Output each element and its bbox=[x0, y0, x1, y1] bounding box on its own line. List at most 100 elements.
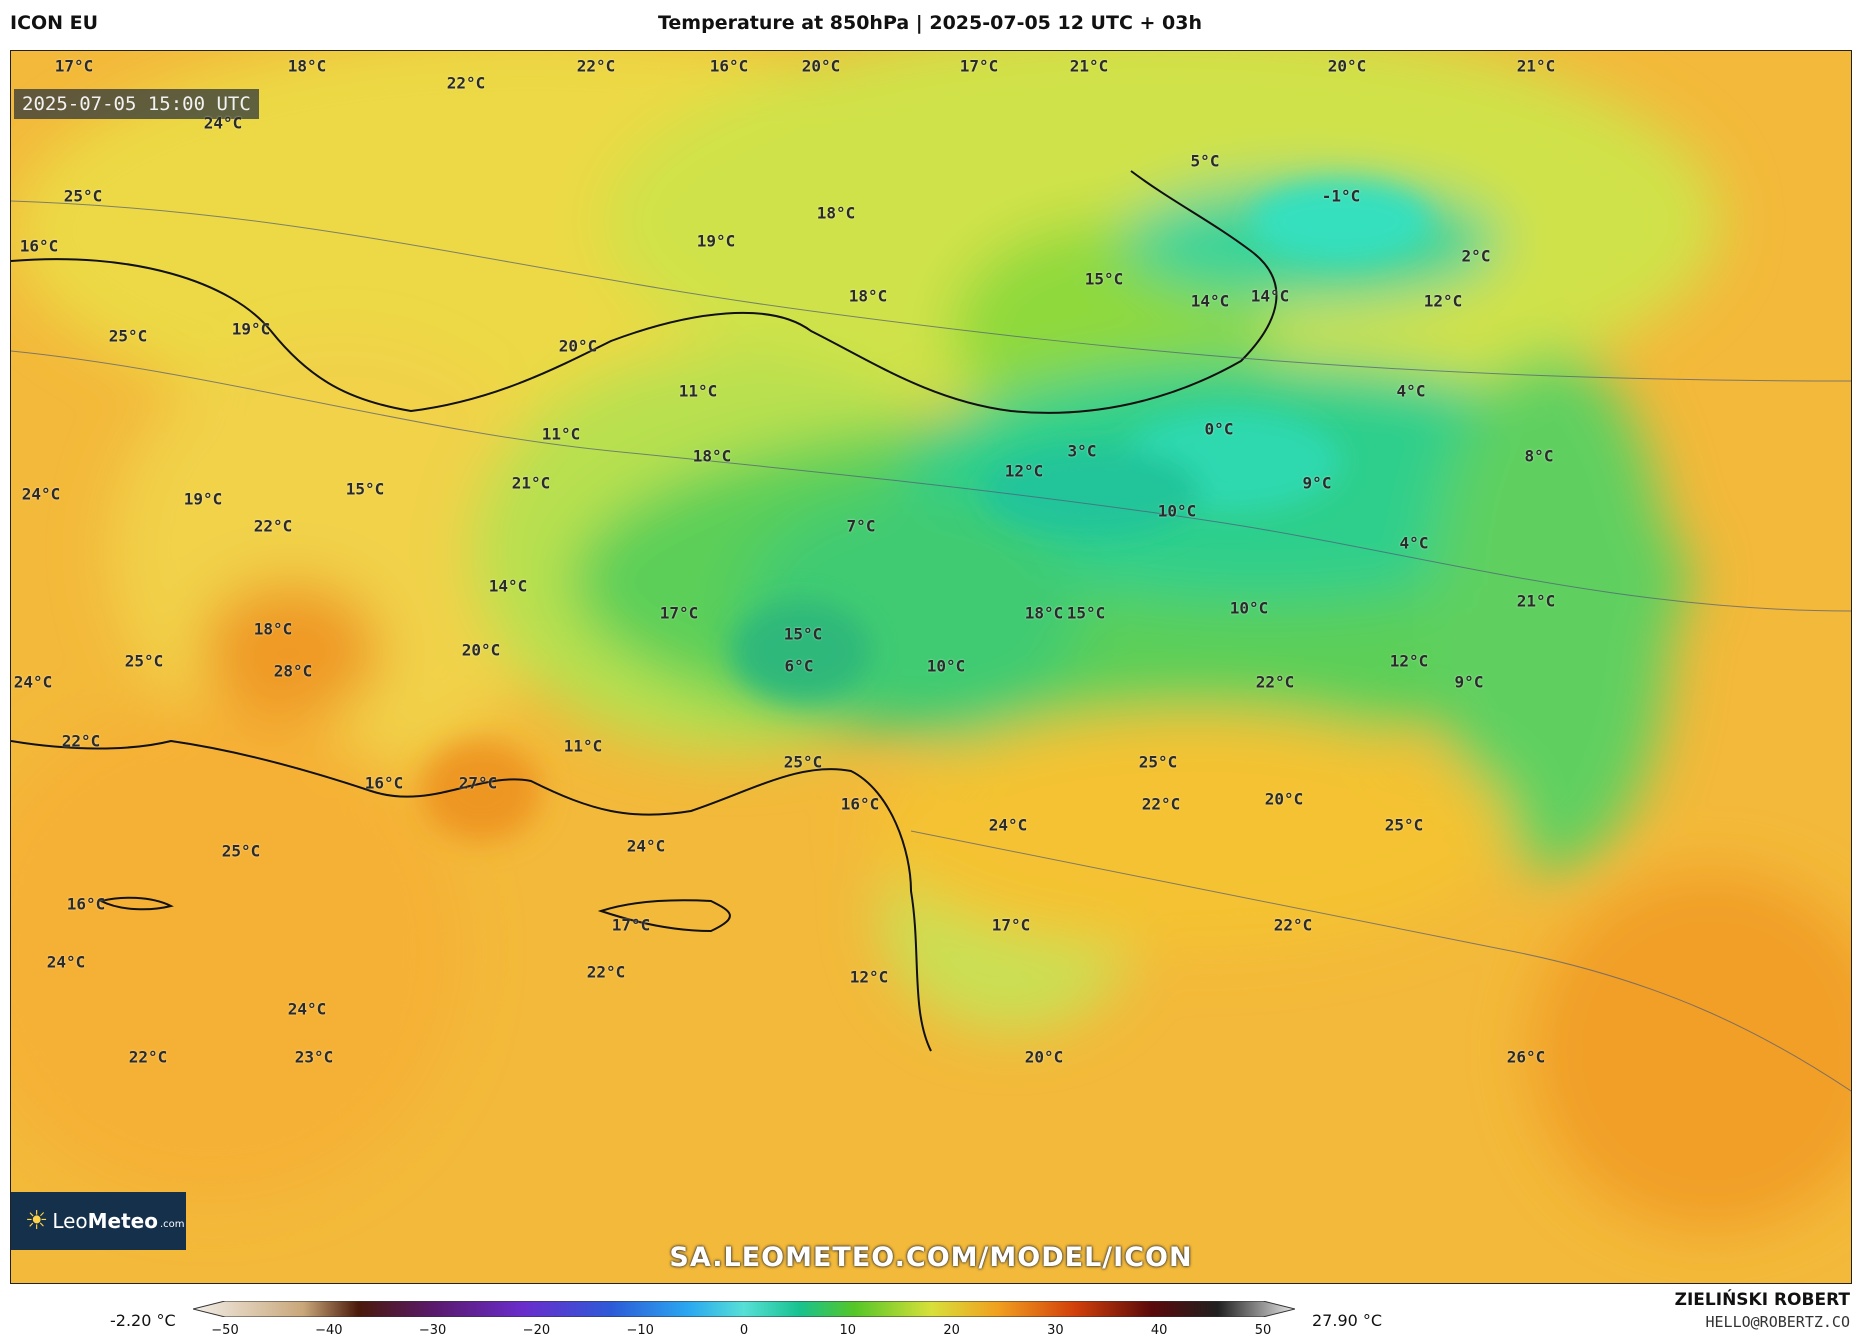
colorbar-tick-label: −40 bbox=[315, 1323, 343, 1338]
logo-brand-b: Meteo bbox=[87, 1209, 158, 1233]
temperature-label: 22°C bbox=[61, 731, 101, 751]
logo-suffix: .com bbox=[160, 1218, 185, 1230]
colorbar-tick-label: −50 bbox=[211, 1323, 239, 1338]
temperature-label: 24°C bbox=[626, 836, 666, 856]
model-name: ICON EU bbox=[10, 12, 99, 34]
temperature-label: 22°C bbox=[1141, 794, 1181, 814]
temperature-label: 14°C bbox=[488, 576, 528, 596]
temperature-label: 25°C bbox=[221, 841, 261, 861]
temperature-label: 16°C bbox=[19, 236, 59, 256]
temperature-label: 25°C bbox=[1384, 815, 1424, 835]
temperature-label: 24°C bbox=[287, 999, 327, 1019]
temperature-label: 8°C bbox=[1524, 446, 1554, 466]
temperature-label: 15°C bbox=[1066, 603, 1106, 623]
temperature-label: 24°C bbox=[21, 484, 61, 504]
temperature-label: 5°C bbox=[1190, 151, 1220, 171]
temperature-label: 21°C bbox=[1069, 56, 1109, 76]
logo-brand-a: Leo bbox=[52, 1209, 88, 1233]
temperature-label: 12°C bbox=[1423, 291, 1463, 311]
temperature-label: 7°C bbox=[846, 516, 876, 536]
temperature-label: 24°C bbox=[13, 672, 53, 692]
colorbar-max-label: 27.90 °C bbox=[1312, 1311, 1383, 1330]
temperature-label: 15°C bbox=[783, 624, 823, 644]
sun-icon: ☀ bbox=[25, 1206, 49, 1236]
temperature-label: 19°C bbox=[183, 489, 223, 509]
temperature-label: 17°C bbox=[54, 56, 94, 76]
temperature-label: 18°C bbox=[848, 286, 888, 306]
colorbar-tick-label: 10 bbox=[839, 1323, 857, 1338]
temperature-label: 10°C bbox=[1229, 598, 1269, 618]
temperature-label: 14°C bbox=[1190, 291, 1230, 311]
temperature-label: 20°C bbox=[558, 336, 598, 356]
temperature-label: 12°C bbox=[849, 967, 889, 987]
temperature-label: 17°C bbox=[991, 915, 1031, 935]
temperature-label: 3°C bbox=[1067, 441, 1097, 461]
temperature-label: 15°C bbox=[1084, 269, 1124, 289]
temperature-label: 22°C bbox=[586, 962, 626, 982]
temperature-label: 11°C bbox=[541, 424, 581, 444]
temperature-label: 25°C bbox=[124, 651, 164, 671]
colorbar-tick-label: 40 bbox=[1150, 1323, 1168, 1338]
map-field bbox=[11, 51, 1851, 1283]
temperature-label: 18°C bbox=[253, 619, 293, 639]
temperature-label: 23°C bbox=[294, 1047, 334, 1067]
colorbar-tick-label: 0 bbox=[739, 1323, 749, 1338]
temperature-label: 22°C bbox=[1273, 915, 1313, 935]
temperature-label: 10°C bbox=[926, 656, 966, 676]
temperature-label: 6°C bbox=[784, 656, 814, 676]
author-name: ZIELIŃSKI ROBERT bbox=[1674, 1290, 1850, 1310]
temperature-label: 24°C bbox=[203, 113, 243, 133]
temperature-label: 17°C bbox=[611, 915, 651, 935]
temperature-label: 16°C bbox=[840, 794, 880, 814]
temperature-label: 18°C bbox=[1024, 603, 1064, 623]
temperature-map[interactable]: 2025-07-05 15:00 UTC 17°C 18°C 22°C 22°C 16°… bbox=[10, 50, 1852, 1284]
temperature-label: 22°C bbox=[253, 516, 293, 536]
temperature-label: 16°C bbox=[709, 56, 749, 76]
colorbar-tick-label: −20 bbox=[522, 1323, 551, 1338]
temperature-label: 25°C bbox=[783, 752, 823, 772]
temperature-label: 25°C bbox=[1138, 752, 1178, 772]
temperature-label: -1°C bbox=[1321, 186, 1361, 206]
temperature-label: 17°C bbox=[659, 603, 699, 623]
temperature-label: 15°C bbox=[345, 479, 385, 499]
colorbar-min-label: -2.20 °C bbox=[110, 1311, 176, 1330]
temperature-label: 19°C bbox=[696, 231, 736, 251]
temperature-label: 22°C bbox=[128, 1047, 168, 1067]
temperature-label: 12°C bbox=[1389, 651, 1429, 671]
temperature-label: 19°C bbox=[231, 319, 271, 339]
temperature-label: 20°C bbox=[1024, 1047, 1064, 1067]
temperature-label: 9°C bbox=[1454, 672, 1484, 692]
colorbar-tick-label: −30 bbox=[418, 1323, 447, 1338]
valid-time-badge: 2025-07-05 15:00 UTC bbox=[14, 89, 259, 119]
leometeo-logo[interactable]: ☀ Leo Meteo .com bbox=[11, 1192, 186, 1250]
map-title: Temperature at 850hPa | 2025-07-05 12 UT… bbox=[657, 12, 1203, 34]
temperature-label: 2°C bbox=[1461, 246, 1491, 266]
colorbar-tick-label: 20 bbox=[943, 1323, 960, 1338]
temperature-label: 20°C bbox=[1264, 789, 1304, 809]
temperature-label: 17°C bbox=[959, 56, 999, 76]
author-email[interactable]: HELLO@ROBERTZ.CO bbox=[1705, 1313, 1851, 1331]
temperature-label: 25°C bbox=[108, 326, 148, 346]
temperature-label: 9°C bbox=[1302, 473, 1332, 493]
temperature-label: 4°C bbox=[1399, 533, 1429, 553]
colorbar-tick-label: 50 bbox=[1254, 1323, 1272, 1338]
source-watermark: SA.LEOMETEO.COM/MODEL/ICON bbox=[669, 1242, 1193, 1273]
temperature-label: 18°C bbox=[816, 203, 856, 223]
temperature-label: 26°C bbox=[1506, 1047, 1546, 1067]
temperature-label: 27°C bbox=[458, 773, 498, 793]
temperature-label: 22°C bbox=[446, 73, 486, 93]
colorbar bbox=[193, 1301, 1295, 1317]
temperature-label: 20°C bbox=[461, 640, 501, 660]
colorbar-tick-label: −10 bbox=[626, 1323, 654, 1338]
temperature-label: 11°C bbox=[563, 736, 603, 756]
temperature-label: 21°C bbox=[1516, 56, 1556, 76]
temperature-label: 12°C bbox=[1004, 461, 1044, 481]
temperature-label: 24°C bbox=[988, 815, 1028, 835]
temperature-label: 24°C bbox=[46, 952, 86, 972]
temperature-label: 16°C bbox=[66, 894, 106, 914]
temperature-label: 21°C bbox=[1516, 591, 1556, 611]
temperature-label: 14°C bbox=[1250, 286, 1290, 306]
temperature-label: 18°C bbox=[287, 56, 327, 76]
temperature-label: 22°C bbox=[576, 56, 616, 76]
temperature-label: 22°C bbox=[1255, 672, 1295, 692]
